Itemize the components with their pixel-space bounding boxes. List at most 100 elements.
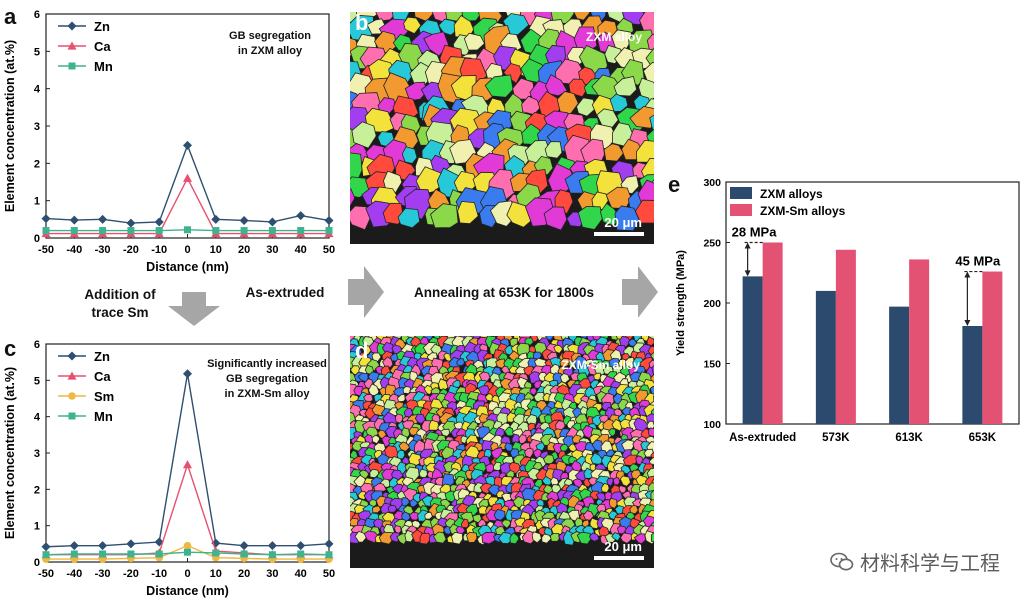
micro-d-grain [387, 504, 398, 513]
micro-d-grain [619, 532, 633, 544]
chart-c-ytick-label: 5 [34, 375, 40, 387]
micro-d-grain [396, 450, 406, 460]
chart-a-series-mn-point [184, 226, 191, 234]
micro-d-grain [633, 533, 647, 545]
chart-a-series-zn-point [211, 214, 221, 224]
micro-b-grain [438, 18, 460, 36]
chart-a-series-zn-point [98, 214, 108, 224]
chart-c-ytick-label: 1 [34, 521, 40, 533]
micrograph-zxm-label: ZXM alloy [585, 30, 642, 44]
chart-e-annotation-arrowhead-up [744, 242, 751, 249]
chart-c-series-mn-point [127, 550, 135, 558]
annealing-label: Annealing at 653K for 1800s [413, 285, 595, 300]
chart-c-series-mn-point [240, 550, 248, 558]
chart-e: 100 150 200 250 300 Yield strength (MPa) As-ex… [675, 177, 1020, 444]
chart-e-legend-zxm-label: ZXM alloys [760, 187, 823, 201]
chart-c-legend-ca-label: Ca [94, 369, 111, 384]
chart-e-bar-zxm [742, 276, 763, 424]
micro-b-grain [423, 31, 450, 57]
chart-e-category-label: 573K [822, 432, 850, 444]
chart-c-series-mn-point [70, 550, 78, 558]
micro-d-grain [649, 385, 654, 396]
micro-b-grain [614, 205, 640, 232]
wechat-icon [830, 552, 854, 570]
micro-d-grain [441, 473, 455, 487]
chart-c-xtick-label: 10 [210, 568, 222, 580]
chart-a-xtick-label: 40 [295, 244, 307, 256]
chart-a-series-zn-point [154, 217, 164, 227]
chart-a-series-zn-point [41, 214, 51, 224]
chart-e-bar-zxm [815, 290, 836, 424]
chart-c-legend-sm-label: Sm [94, 389, 114, 404]
micro-d-grain [481, 531, 497, 545]
chart-c-series-zn-point [239, 541, 249, 551]
chart-e-annotation-arrowhead-down [964, 319, 971, 326]
panel-label-b: b [355, 10, 369, 35]
micro-d-grain [649, 457, 654, 466]
chart-a-series-zn-point [267, 217, 277, 227]
chart-c-series-mn-point [42, 551, 50, 559]
chart-a-series-mn-point [155, 227, 163, 235]
micro-d-grain [581, 425, 594, 439]
chart-c-ytick-label: 0 [34, 557, 40, 569]
micro-d-grain [493, 508, 506, 521]
micro-b-grain [544, 141, 563, 159]
chart-c-series-mn-point [297, 550, 305, 558]
micro-d-grain [393, 525, 402, 534]
chart-a-series-ca-point [183, 173, 192, 182]
micro-b-grain [350, 188, 356, 208]
as-extruded-label: As-extruded [245, 285, 325, 300]
micro-d-grain [608, 428, 616, 437]
micro-b-grain [350, 205, 372, 231]
chart-e-ytick-label: 250 [703, 238, 721, 250]
chart-a-xtick-label: 20 [238, 244, 250, 256]
micro-b-grain [463, 32, 485, 51]
micro-d-grain [646, 336, 654, 347]
micro-b-grain [484, 74, 514, 98]
chart-c-series-zn-point [69, 541, 79, 551]
chart-a-series-zn-point [126, 218, 136, 228]
micro-d-grain [408, 511, 421, 521]
micro-d-grain [451, 531, 464, 545]
chart-c-series-zn-point [296, 541, 306, 551]
chart-a-series-mn-point [297, 227, 305, 235]
chart-a-series-mn-point [240, 227, 248, 235]
chart-e-ytick-label: 150 [703, 359, 721, 371]
micro-d-grain [559, 443, 569, 452]
chart-e-ytick-label: 100 [703, 419, 721, 431]
chart-c-series-mn-point [184, 548, 191, 556]
micro-b-grain [577, 206, 604, 230]
micro-d-grain [409, 498, 419, 508]
chart-c-series-ca-line [46, 462, 329, 556]
chart-a-series-mn-point [212, 227, 220, 235]
micro-d-grain [650, 489, 654, 502]
chart-c-ytick-label: 3 [34, 448, 40, 460]
micro-d-grain [651, 364, 654, 376]
chart-a-ytick-label: 5 [34, 46, 40, 58]
chart-e-bar-zxm-sm [982, 271, 1003, 424]
chart-c-ytick-label: 4 [34, 412, 41, 424]
micro-b-grain [397, 207, 421, 229]
chart-c-xtick-label: -40 [66, 568, 82, 580]
micro-d-grain [576, 531, 592, 545]
micro-d-grain [546, 441, 557, 452]
micro-d-grain [501, 519, 512, 529]
chart-c-legend-sm-marker [68, 392, 76, 400]
chart-e-annotation-label: 45 MPa [955, 254, 1001, 269]
micro-d-grain [460, 435, 468, 444]
micrograph-zxm-sm-scale-bar [594, 556, 644, 560]
micro-d-grain [371, 505, 382, 514]
micro-d-grain [414, 413, 426, 425]
chart-a-series-zn-point [324, 215, 334, 225]
chart-c-xlabel: Distance (nm) [146, 584, 229, 598]
chart-a-ytick-label: 6 [34, 9, 40, 21]
micro-d-grain [650, 373, 654, 383]
chart-c-series-zn-point [98, 541, 108, 551]
chart-e-category-label: 613K [895, 432, 923, 444]
micro-b-grain [502, 13, 530, 36]
chart-c-legend-mn-marker [68, 412, 76, 420]
addition-line2: trace Sm [91, 305, 149, 320]
chart-c-note-line3: in ZXM-Sm alloy [224, 388, 310, 400]
chart-c-note-line1: Significantly increased [207, 358, 327, 370]
chart-e-ytick-label: 300 [703, 177, 721, 189]
